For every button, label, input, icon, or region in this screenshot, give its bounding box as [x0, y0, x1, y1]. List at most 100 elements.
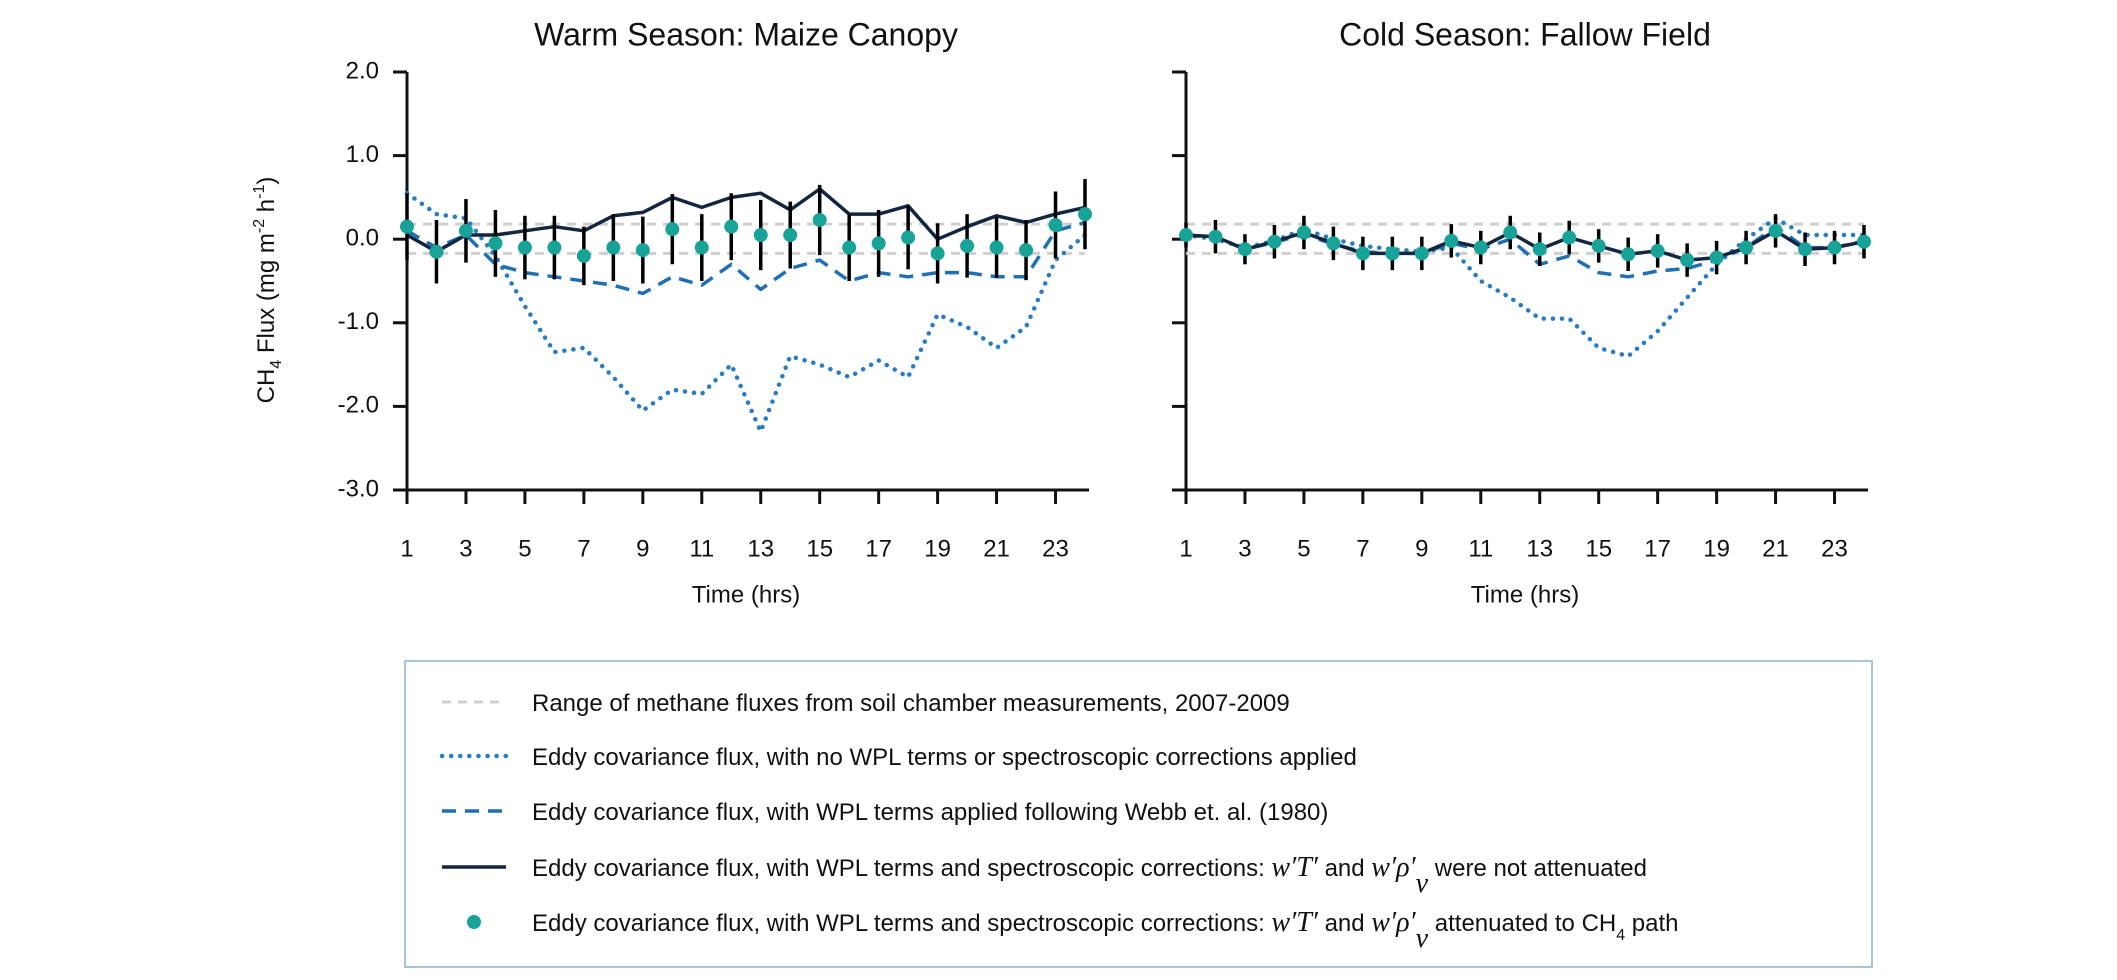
legend-text: attenuated to CH: [1428, 910, 1616, 937]
legend-math: w′ρ′: [1371, 852, 1416, 883]
x-axis-label: Time (hrs): [692, 581, 800, 608]
legend-text: and: [1318, 855, 1371, 882]
x-tick-label: 21: [983, 535, 1010, 562]
data-point: [842, 240, 857, 255]
data-point: [901, 230, 916, 245]
data-point: [429, 244, 444, 259]
y-tick-label: -1.0: [338, 308, 379, 335]
y-label-part: CH: [253, 369, 280, 404]
x-tick-label: 23: [1821, 535, 1848, 562]
y-tick-label: -3.0: [338, 475, 379, 502]
data-point: [1296, 225, 1311, 240]
data-point: [576, 248, 591, 263]
data-point: [694, 240, 709, 255]
data-point: [488, 236, 503, 251]
x-tick-label: 17: [865, 535, 892, 562]
y-label-sup: -1: [251, 185, 268, 199]
x-tick-label: 15: [806, 535, 833, 562]
data-point: [517, 240, 532, 255]
data-point: [1078, 207, 1092, 222]
legend-label: Eddy covariance flux, with WPL terms app…: [532, 799, 1328, 826]
data-point: [1179, 228, 1193, 243]
x-tick-label: 7: [577, 535, 590, 562]
panel: Warm Season: Maize Canopy Time (hrs) 2.0 1.…: [338, 16, 1092, 608]
data-point: [1237, 242, 1252, 257]
x-tick-label: 9: [636, 535, 649, 562]
y-tick-label: 2.0: [346, 57, 379, 84]
data-point: [753, 228, 768, 243]
legend-text: Eddy covariance flux, with WPL terms and…: [532, 855, 1271, 882]
data-point: [1048, 217, 1063, 232]
y-tick-label: 1.0: [346, 141, 379, 168]
y-label-sub: 4: [268, 360, 285, 369]
legend-math-sub: v: [1416, 923, 1429, 954]
series-line: [406, 220, 1086, 296]
data-point: [1503, 225, 1518, 240]
data-point: [1385, 246, 1400, 261]
x-tick-label: 3: [459, 535, 472, 562]
x-tick-label: 19: [1703, 535, 1730, 562]
legend-text: path: [1625, 910, 1678, 937]
data-point: [1267, 234, 1282, 249]
panel-title: Cold Season: Fallow Field: [1339, 16, 1711, 52]
data-point: [606, 240, 621, 255]
legend-text-sub: 4: [1616, 927, 1625, 944]
x-tick-label: 5: [518, 535, 531, 562]
y-tick-label: 0.0: [346, 225, 379, 252]
legend-text: Eddy covariance flux, with WPL terms app…: [532, 799, 1328, 826]
data-point: [960, 238, 975, 253]
y-label-part: ): [253, 177, 280, 185]
data-point: [1621, 247, 1636, 262]
data-point: [1680, 253, 1695, 268]
series-line: [404, 190, 1088, 434]
y-label-sup: -2: [251, 219, 268, 233]
data-point: [1798, 242, 1813, 257]
data-point: [1827, 240, 1842, 255]
data-point: [1355, 246, 1370, 261]
x-tick-label: 19: [924, 535, 951, 562]
x-tick-label: 7: [1356, 535, 1369, 562]
legend-text: Range of methane fluxes from soil chambe…: [532, 690, 1290, 717]
data-point: [1857, 234, 1871, 249]
x-axis-label: Time (hrs): [1471, 581, 1579, 608]
data-point: [458, 223, 473, 238]
data-point: [1709, 250, 1724, 265]
x-tick-label: 23: [1042, 535, 1069, 562]
data-point: [547, 240, 562, 255]
data-point: [989, 240, 1004, 255]
legend-text: Eddy covariance flux, with WPL terms and…: [532, 910, 1271, 937]
x-tick-label: 17: [1644, 535, 1671, 562]
x-tick-label: 11: [1468, 535, 1493, 562]
data-point: [1444, 233, 1459, 248]
data-point: [1532, 242, 1547, 257]
legend-text: Eddy covariance flux, with no WPL terms …: [532, 744, 1357, 771]
legend-label: Eddy covariance flux, with WPL terms and…: [532, 852, 1647, 899]
x-tick-label: 13: [747, 535, 774, 562]
legend-label: Eddy covariance flux, with WPL terms and…: [532, 907, 1679, 954]
x-tick-label: 3: [1238, 535, 1251, 562]
data-point: [812, 212, 827, 227]
series-line: [406, 187, 1086, 254]
data-point: [1414, 246, 1429, 261]
x-tick-label: 11: [689, 535, 714, 562]
data-point: [635, 243, 650, 258]
panel-title: Warm Season: Maize Canopy: [534, 16, 958, 52]
legend-math: w′ρ′: [1371, 907, 1416, 938]
data-point: [400, 219, 414, 234]
series-line: [1185, 224, 1865, 279]
y-tick-label: -2.0: [338, 392, 379, 419]
legend: Range of methane fluxes from soil chambe…: [404, 660, 1873, 968]
data-point: [1473, 240, 1488, 255]
x-tick-label: 5: [1297, 535, 1310, 562]
data-point: [871, 236, 886, 251]
data-point: [1591, 238, 1606, 253]
data-point: [1768, 223, 1783, 238]
data-point: [1650, 243, 1665, 258]
data-point: [930, 246, 945, 261]
data-point: [1208, 229, 1223, 244]
x-tick-label: 1: [1179, 535, 1192, 562]
legend-text: and: [1318, 910, 1371, 937]
data-point: [783, 228, 798, 243]
x-tick-label: 1: [400, 535, 413, 562]
